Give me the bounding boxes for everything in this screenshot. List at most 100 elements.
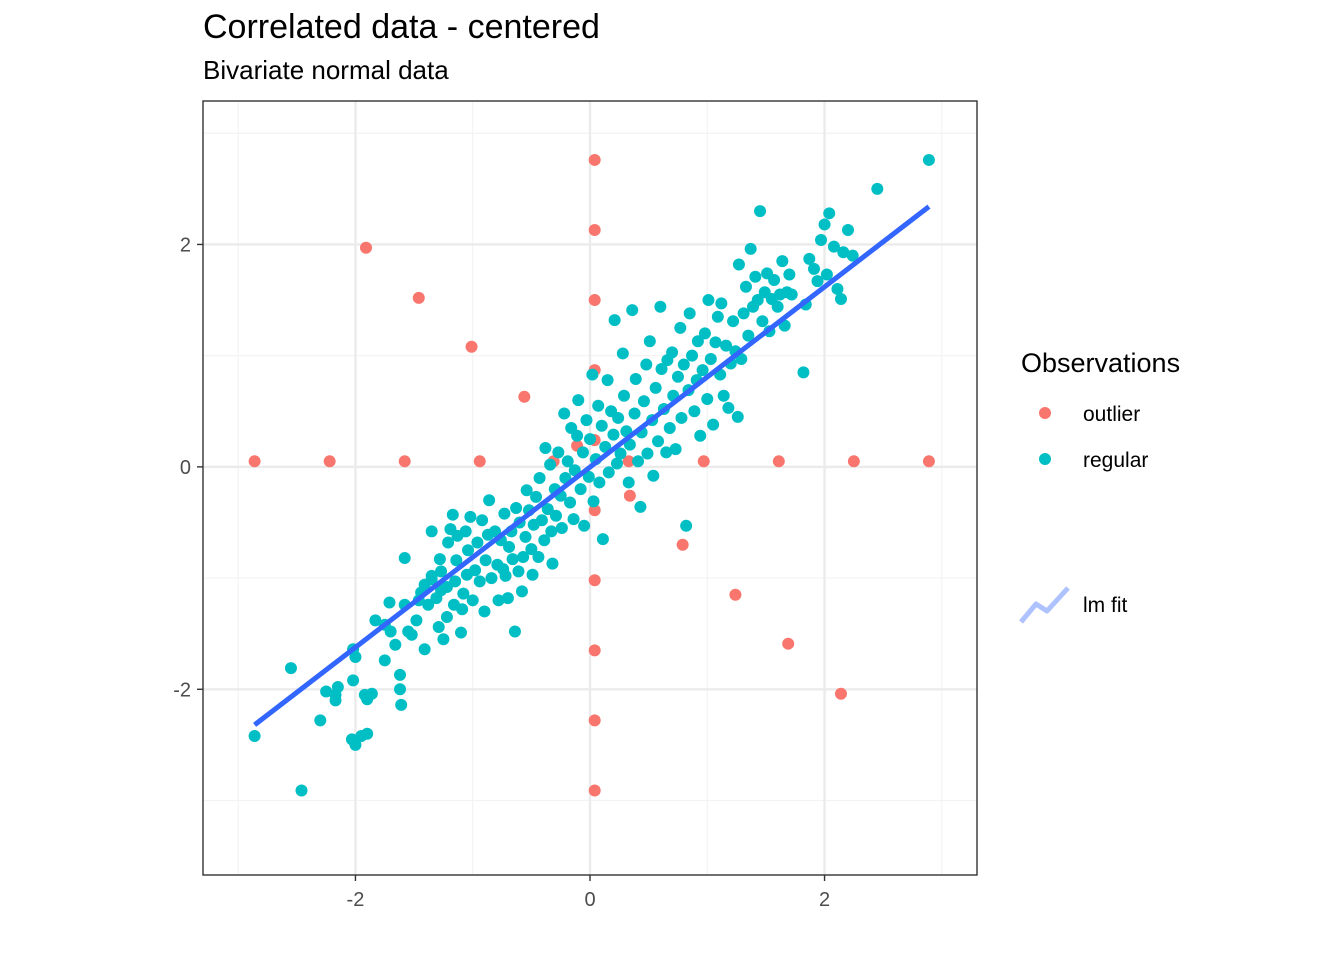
point-outlier (588, 153, 601, 166)
series-outlier (248, 153, 935, 797)
point-regular (567, 513, 580, 526)
point-regular (618, 389, 631, 402)
point-regular (837, 246, 850, 259)
legend-key-outlier (1039, 407, 1051, 419)
point-outlier (588, 644, 601, 657)
point-regular (663, 421, 676, 434)
point-regular (596, 533, 609, 546)
point-regular (643, 335, 656, 348)
point-regular (471, 536, 484, 549)
point-regular (469, 564, 482, 577)
point-regular (410, 614, 423, 627)
point-regular (530, 490, 543, 503)
point-regular (455, 626, 467, 639)
point-regular (727, 315, 740, 328)
point-regular (538, 534, 551, 547)
point-regular (425, 569, 438, 582)
point-regular (807, 262, 820, 275)
point-regular (584, 433, 596, 446)
point-regular (546, 557, 559, 570)
point-regular (666, 346, 679, 359)
point-regular (732, 258, 745, 271)
plot-panel (202, 100, 978, 876)
legend-label-outlier: outlier (1083, 403, 1140, 426)
point-regular (742, 329, 755, 342)
point-regular (593, 476, 606, 489)
point-regular (599, 440, 612, 453)
point-regular (347, 674, 360, 687)
x-tick-label: -2 (347, 889, 365, 911)
legend-key-regular (1039, 453, 1051, 465)
point-regular (612, 411, 625, 424)
y-tick-label: 0 (180, 457, 191, 479)
point-regular (610, 457, 623, 470)
point-regular (545, 525, 558, 538)
point-regular (704, 353, 717, 365)
point-regular (492, 594, 505, 607)
x-axis: -2 0 2 (347, 875, 830, 911)
y-tick-label: 2 (180, 234, 191, 256)
point-outlier (772, 455, 785, 468)
point-regular (476, 514, 489, 527)
point-outlier (588, 784, 601, 797)
point-regular (731, 410, 744, 423)
point-regular (616, 347, 629, 360)
point-regular (629, 373, 642, 386)
point-regular (331, 681, 344, 694)
point-regular (578, 519, 591, 532)
point-regular (314, 714, 327, 727)
point-regular (555, 522, 568, 535)
point-regular (432, 621, 445, 634)
point-regular (637, 395, 650, 408)
point-regular (831, 282, 844, 295)
point-outlier (622, 455, 635, 468)
point-regular (797, 366, 810, 379)
point-regular (519, 530, 532, 543)
point-regular (349, 738, 362, 751)
point-regular (622, 476, 635, 489)
point-regular (365, 687, 378, 700)
point-regular (489, 525, 502, 538)
point-outlier (323, 455, 336, 468)
y-axis: -2 0 2 (173, 234, 203, 701)
point-regular (512, 565, 525, 578)
point-regular (647, 469, 660, 482)
point-regular (532, 550, 545, 563)
point-regular (383, 596, 396, 609)
point-regular (587, 495, 600, 508)
point-regular (768, 274, 781, 287)
point-regular (544, 458, 557, 471)
point-outlier (588, 224, 601, 236)
point-regular (592, 399, 605, 412)
point-regular (478, 605, 491, 618)
point-regular (533, 471, 546, 484)
point-regular (580, 414, 593, 427)
point-regular (698, 327, 711, 340)
point-regular (701, 393, 714, 406)
legend-label-lm-fit: lm fit (1083, 594, 1127, 617)
point-regular (846, 249, 859, 262)
chart-title: Correlated data - centered (203, 8, 600, 46)
point-regular (754, 205, 767, 218)
point-regular (815, 234, 828, 247)
point-regular (446, 508, 459, 521)
point-regular (320, 685, 333, 698)
point-regular (506, 553, 519, 566)
point-regular (425, 525, 438, 538)
point-regular (508, 625, 521, 638)
point-regular (674, 321, 687, 334)
point-regular (510, 502, 523, 515)
point-regular (568, 464, 581, 477)
point-regular (501, 592, 514, 605)
point-regular (717, 389, 730, 402)
point-regular (922, 153, 935, 166)
legend-label-regular: regular (1083, 449, 1148, 472)
point-outlier (473, 455, 486, 468)
point-regular (711, 310, 724, 323)
point-regular (517, 550, 530, 563)
point-outlier (623, 489, 636, 502)
point-regular (640, 358, 653, 371)
point-regular (691, 335, 704, 348)
point-regular (462, 544, 475, 557)
